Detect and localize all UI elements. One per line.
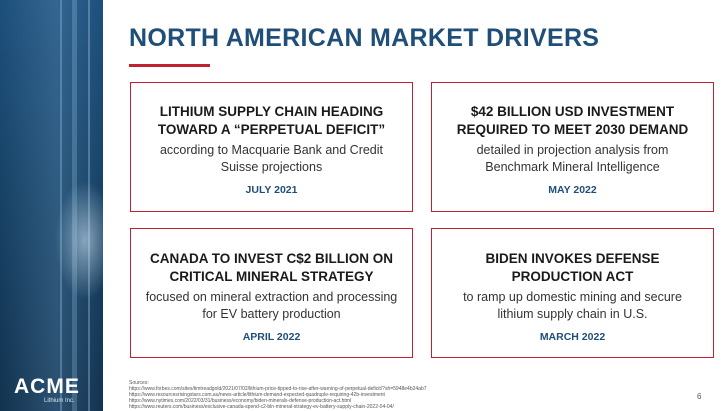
company-logo: ACME Lithium Inc.	[14, 376, 80, 405]
sources-footnote: Sources: https://www.forbes.com/sites/ti…	[129, 380, 689, 410]
source-link[interactable]: https://www.nytimes.com/2022/03/31/busin…	[129, 398, 352, 404]
source-link[interactable]: https://www.reuters.com/business/exclusi…	[129, 404, 394, 410]
source-link[interactable]: https://www.forbes.com/sites/timtreadgol…	[129, 386, 427, 392]
title-underline	[129, 64, 210, 67]
card-headline: BIDEN INVOKES DEFENSE PRODUCTION ACT	[485, 251, 660, 284]
card-detail: according to Macquarie Bank and Credit S…	[159, 143, 384, 174]
card-date: JULY 2021	[245, 184, 298, 196]
source-link[interactable]: https://www.resourcesrisingstars.com.au/…	[129, 392, 385, 398]
market-driver-card: BIDEN INVOKES DEFENSE PRODUCTION ACT to …	[431, 228, 714, 358]
logo-mark: ACME	[14, 375, 80, 398]
market-driver-card: CANADA TO INVEST C$2 BILLION ON CRITICAL…	[130, 228, 413, 358]
logo-subtitle: Lithium Inc.	[44, 398, 75, 404]
card-detail: to ramp up domestic mining and secure li…	[463, 290, 682, 321]
sidebar-banner: ACME Lithium Inc.	[0, 0, 103, 411]
page-number: 6	[697, 392, 702, 401]
market-driver-card: LITHIUM SUPPLY CHAIN HEADING TOWARD A “P…	[130, 82, 413, 212]
market-driver-card: $42 BILLION USD INVESTMENT REQUIRED TO M…	[431, 82, 714, 212]
card-headline: CANADA TO INVEST C$2 BILLION ON CRITICAL…	[149, 251, 394, 284]
card-date: MAY 2022	[548, 184, 597, 196]
light-glow	[55, 180, 103, 300]
slide-title: NORTH AMERICAN MARKET DRIVERS	[129, 24, 600, 52]
card-headline: LITHIUM SUPPLY CHAIN HEADING TOWARD A “P…	[157, 104, 386, 137]
card-date: MARCH 2022	[539, 331, 606, 343]
card-detail: detailed in projection analysis from Ben…	[476, 143, 669, 174]
card-date: APRIL 2022	[242, 331, 301, 343]
card-headline: $42 BILLION USD INVESTMENT REQUIRED TO M…	[456, 104, 689, 137]
card-detail: focused on mineral extraction and proces…	[145, 290, 398, 321]
sources-label: Sources:	[129, 380, 149, 386]
